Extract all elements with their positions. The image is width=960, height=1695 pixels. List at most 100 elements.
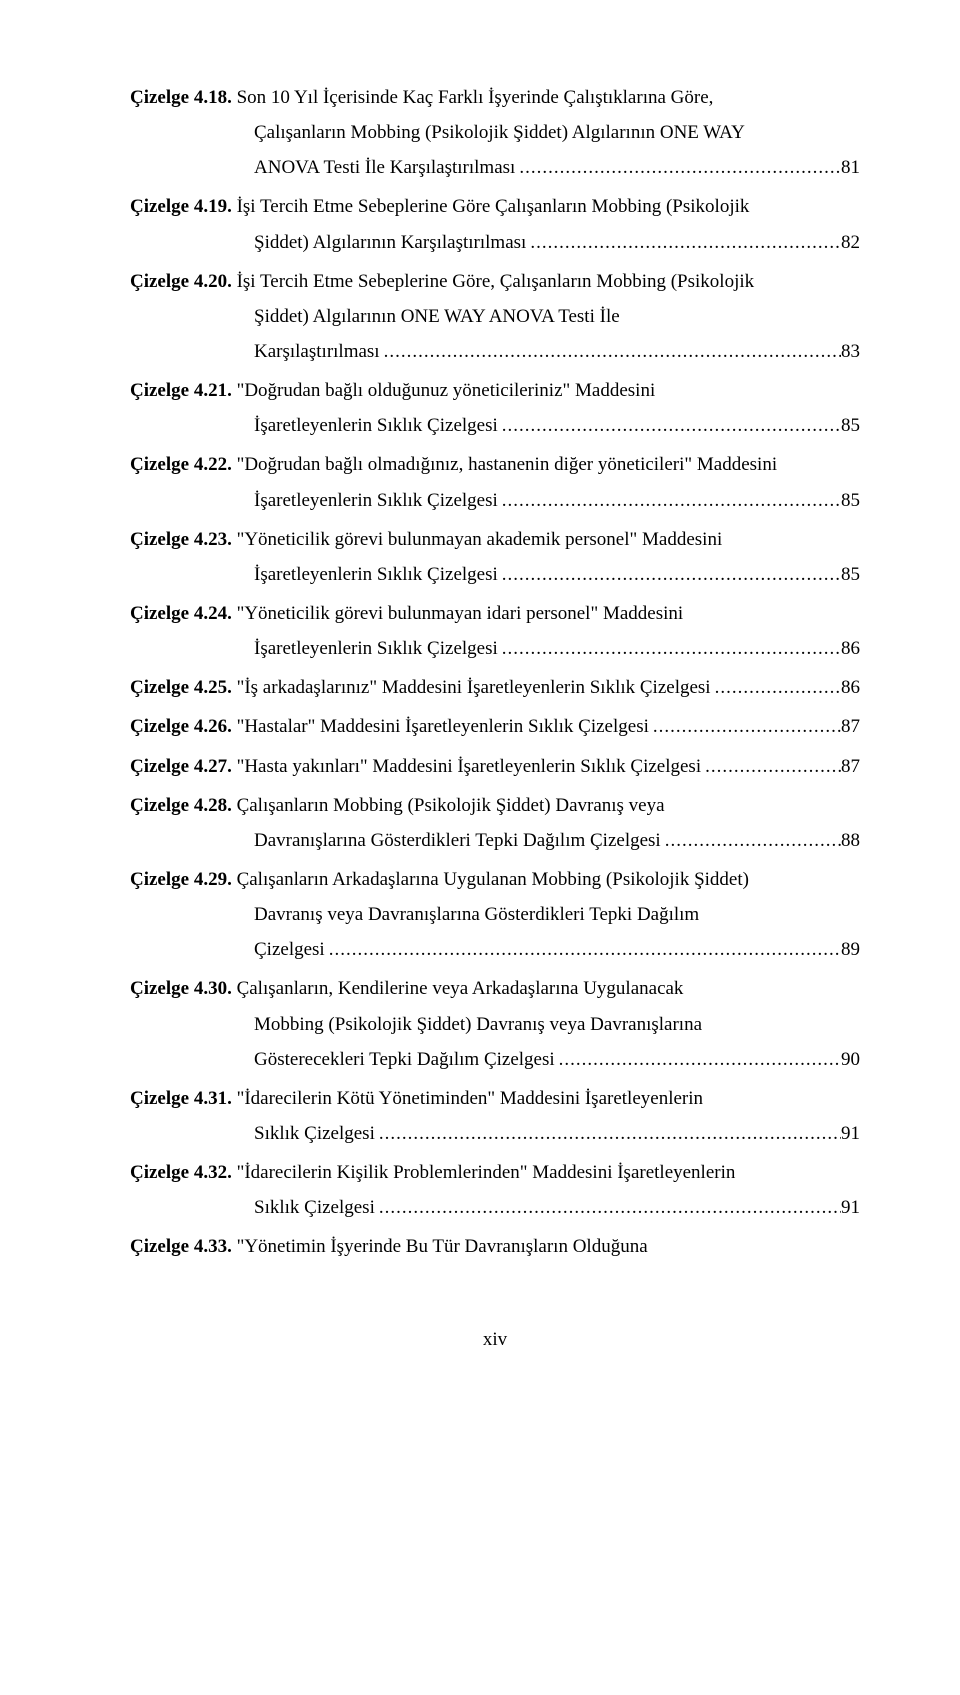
toc-leader-dots: ........................................… — [526, 225, 841, 260]
toc-text: Çalışanların Mobbing (Psikolojik Şiddet)… — [254, 122, 745, 143]
toc-entry: Çizelge 4.21. "Doğrudan bağlı olduğunuz … — [130, 373, 860, 443]
toc-entry: Çizelge 4.32. "İdarecilerin Kişilik Prob… — [130, 1155, 860, 1225]
toc-label: Çizelge 4.18. — [130, 87, 232, 108]
table-of-contents: Çizelge 4.18. Son 10 Yıl İçerisinde Kaç … — [130, 80, 860, 1265]
toc-line: Sıklık Çizelgesi........................… — [130, 1116, 860, 1151]
toc-label: Çizelge 4.23. — [130, 529, 232, 550]
toc-line: Çizelge 4.21. "Doğrudan bağlı olduğunuz … — [130, 373, 860, 408]
toc-entry: Çizelge 4.30. Çalışanların, Kendilerine … — [130, 971, 860, 1076]
toc-leader-dots: ........................................… — [498, 408, 841, 443]
toc-entry: Çizelge 4.28. Çalışanların Mobbing (Psik… — [130, 788, 860, 858]
toc-line: Çizelge 4.19. İşi Tercih Etme Sebeplerin… — [130, 189, 860, 224]
toc-leader-dots: ........................................… — [498, 557, 841, 592]
toc-label: Çizelge 4.27. — [130, 756, 232, 777]
toc-text: Şiddet) Algılarının ONE WAY ANOVA Testi … — [254, 306, 620, 327]
toc-text: "İş arkadaşlarınız" Maddesini İşaretleye… — [232, 677, 711, 698]
toc-text: İşi Tercih Etme Sebeplerine Göre, Çalışa… — [232, 271, 754, 292]
toc-text: "Doğrudan bağlı olmadığınız, hastanenin … — [232, 454, 777, 475]
toc-entry: Çizelge 4.24. "Yöneticilik görevi bulunm… — [130, 596, 860, 666]
toc-label: Çizelge 4.31. — [130, 1088, 232, 1109]
toc-text: Son 10 Yıl İçerisinde Kaç Farklı İşyerin… — [232, 87, 714, 108]
toc-page: 87 — [841, 709, 860, 744]
toc-text: Sıklık Çizelgesi — [254, 1116, 375, 1151]
toc-label: Çizelge 4.22. — [130, 454, 232, 475]
toc-line: İşaretleyenlerin Sıklık Çizelgesi.......… — [130, 483, 860, 518]
toc-page: 85 — [841, 483, 860, 518]
toc-page: 82 — [841, 225, 860, 260]
toc-label: Çizelge 4.19. — [130, 196, 232, 217]
toc-text: İşaretleyenlerin Sıklık Çizelgesi — [254, 483, 498, 518]
toc-leader-dots: ........................................… — [498, 483, 841, 518]
toc-leader-dots: ........................................… — [498, 631, 841, 666]
toc-text: Çalışanların Arkadaşlarına Uygulanan Mob… — [232, 869, 749, 890]
toc-text: Gösterecekleri Tepki Dağılım Çizelgesi — [254, 1042, 555, 1077]
toc-lead: Çizelge 4.27. "Hasta yakınları" Maddesin… — [130, 749, 701, 784]
toc-page: 91 — [841, 1190, 860, 1225]
toc-label: Çizelge 4.28. — [130, 795, 232, 816]
toc-text: İşaretleyenlerin Sıklık Çizelgesi — [254, 408, 498, 443]
toc-text: "İdarecilerin Kötü Yönetiminden" Maddesi… — [232, 1088, 703, 1109]
toc-line: Çizelge 4.33. "Yönetimin İşyerinde Bu Tü… — [130, 1229, 860, 1264]
toc-text: "İdarecilerin Kişilik Problemlerinden" M… — [232, 1162, 736, 1183]
toc-entry: Çizelge 4.20. İşi Tercih Etme Sebeplerin… — [130, 264, 860, 369]
toc-line: Çizelge 4.27. "Hasta yakınları" Maddesin… — [130, 749, 860, 784]
toc-entry: Çizelge 4.31. "İdarecilerin Kötü Yönetim… — [130, 1081, 860, 1151]
toc-text: "Hastalar" Maddesini İşaretleyenlerin Sı… — [232, 716, 649, 737]
toc-label: Çizelge 4.33. — [130, 1236, 232, 1257]
toc-line: Çizelge 4.32. "İdarecilerin Kişilik Prob… — [130, 1155, 860, 1190]
toc-entry: Çizelge 4.22. "Doğrudan bağlı olmadığını… — [130, 447, 860, 517]
toc-page: 90 — [841, 1042, 860, 1077]
toc-label: Çizelge 4.30. — [130, 978, 232, 999]
toc-line: Çizelge 4.31. "İdarecilerin Kötü Yönetim… — [130, 1081, 860, 1116]
toc-line: Çizelgesi...............................… — [130, 932, 860, 967]
toc-text: Sıklık Çizelgesi — [254, 1190, 375, 1225]
toc-page: 81 — [841, 150, 860, 185]
toc-leader-dots: ........................................… — [380, 334, 841, 369]
toc-line: Çizelge 4.28. Çalışanların Mobbing (Psik… — [130, 788, 860, 823]
toc-line: Çizelge 4.29. Çalışanların Arkadaşlarına… — [130, 862, 860, 897]
toc-text: "Yöneticilik görevi bulunmayan akademik … — [232, 529, 722, 550]
toc-page: 89 — [841, 932, 860, 967]
toc-entry: Çizelge 4.26. "Hastalar" Maddesini İşare… — [130, 709, 860, 744]
toc-page: 85 — [841, 408, 860, 443]
toc-leader-dots: ........................................… — [701, 749, 841, 784]
toc-line: Davranış veya Davranışlarına Gösterdikle… — [130, 897, 860, 932]
toc-page: 91 — [841, 1116, 860, 1151]
toc-leader-dots: ........................................… — [711, 670, 841, 705]
toc-line: İşaretleyenlerin Sıklık Çizelgesi.......… — [130, 408, 860, 443]
toc-line: Çizelge 4.30. Çalışanların, Kendilerine … — [130, 971, 860, 1006]
toc-label: Çizelge 4.24. — [130, 603, 232, 624]
toc-page: 87 — [841, 749, 860, 784]
toc-line: Çalışanların Mobbing (Psikolojik Şiddet)… — [130, 115, 860, 150]
toc-text: Çalışanların, Kendilerine veya Arkadaşla… — [232, 978, 684, 999]
toc-line: Şiddet) Algılarının Karşılaştırılması...… — [130, 225, 860, 260]
toc-text: Mobbing (Psikolojik Şiddet) Davranış vey… — [254, 1014, 702, 1035]
toc-line: Davranışlarına Gösterdikleri Tepki Dağıl… — [130, 823, 860, 858]
toc-leader-dots: ........................................… — [375, 1190, 841, 1225]
page-number: xiv — [130, 1329, 860, 1351]
toc-entry: Çizelge 4.29. Çalışanların Arkadaşlarına… — [130, 862, 860, 967]
toc-lead: Çizelge 4.25. "İş arkadaşlarınız" Maddes… — [130, 670, 711, 705]
toc-text: Şiddet) Algılarının Karşılaştırılması — [254, 225, 526, 260]
toc-text: Çalışanların Mobbing (Psikolojik Şiddet)… — [232, 795, 665, 816]
toc-entry: Çizelge 4.19. İşi Tercih Etme Sebeplerin… — [130, 189, 860, 259]
toc-line: Çizelge 4.23. "Yöneticilik görevi bulunm… — [130, 522, 860, 557]
toc-line: Çizelge 4.25. "İş arkadaşlarınız" Maddes… — [130, 670, 860, 705]
toc-label: Çizelge 4.21. — [130, 380, 232, 401]
toc-leader-dots: ........................................… — [649, 709, 841, 744]
toc-text: ANOVA Testi İle Karşılaştırılması — [254, 150, 515, 185]
toc-line: İşaretleyenlerin Sıklık Çizelgesi.......… — [130, 557, 860, 592]
toc-leader-dots: ........................................… — [375, 1116, 841, 1151]
toc-leader-dots: ........................................… — [325, 932, 841, 967]
toc-text: Davranışlarına Gösterdikleri Tepki Dağıl… — [254, 823, 661, 858]
toc-line: Gösterecekleri Tepki Dağılım Çizelgesi..… — [130, 1042, 860, 1077]
toc-line: Şiddet) Algılarının ONE WAY ANOVA Testi … — [130, 299, 860, 334]
toc-line: Çizelge 4.26. "Hastalar" Maddesini İşare… — [130, 709, 860, 744]
toc-text: "Doğrudan bağlı olduğunuz yöneticilerini… — [232, 380, 655, 401]
toc-text: İşaretleyenlerin Sıklık Çizelgesi — [254, 557, 498, 592]
toc-line: Çizelge 4.18. Son 10 Yıl İçerisinde Kaç … — [130, 80, 860, 115]
toc-entry: Çizelge 4.33. "Yönetimin İşyerinde Bu Tü… — [130, 1229, 860, 1264]
toc-page: 86 — [841, 670, 860, 705]
toc-text: "Yönetimin İşyerinde Bu Tür Davranışları… — [232, 1236, 648, 1257]
toc-label: Çizelge 4.26. — [130, 716, 232, 737]
